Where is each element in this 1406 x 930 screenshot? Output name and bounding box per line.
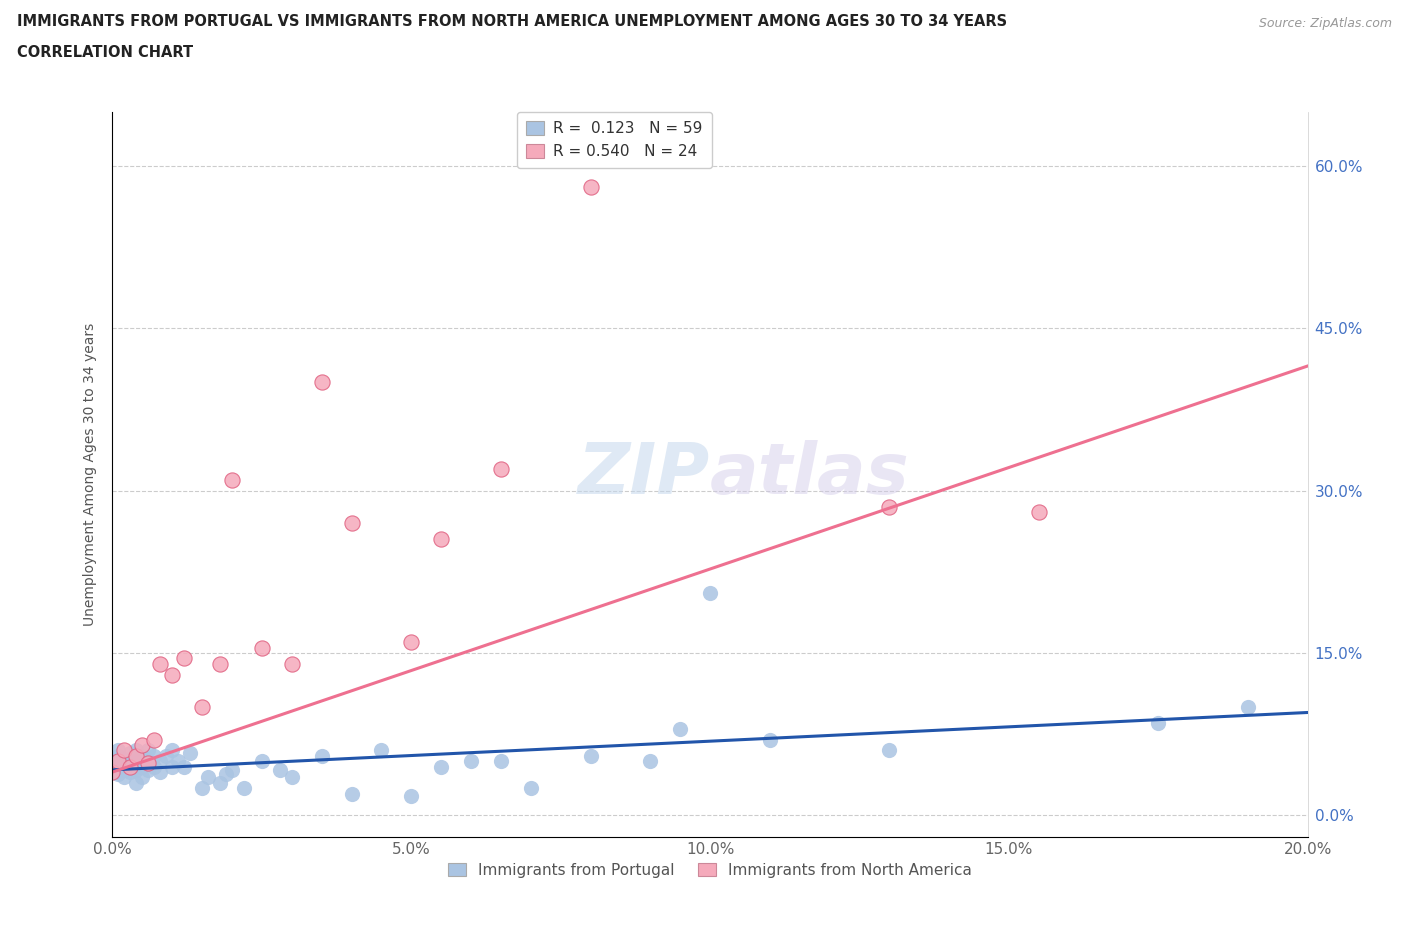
Point (167, 754, 190, 769)
Point (131, 770, 153, 785)
Point (107, 749, 129, 764)
Point (101, 764, 124, 779)
Point (191, 781, 214, 796)
Point (699, 586, 721, 601)
Point (162, 743, 183, 758)
Point (125, 763, 148, 777)
Point (162, 759, 183, 774)
Point (489, 461, 512, 476)
Point (114, 743, 135, 758)
Point (162, 667, 183, 682)
Point (120, 764, 142, 779)
Point (489, 754, 512, 769)
Point (1028, 505, 1050, 520)
Point (138, 763, 160, 777)
Point (149, 754, 172, 769)
Point (460, 754, 482, 769)
Point (131, 749, 153, 764)
Text: ZIP: ZIP (578, 440, 710, 509)
Point (1147, 716, 1170, 731)
Point (520, 781, 543, 796)
Point (149, 764, 172, 779)
Point (311, 375, 333, 390)
Point (401, 634, 423, 649)
Point (107, 743, 129, 758)
Point (107, 766, 129, 781)
Point (579, 179, 602, 194)
Point (430, 759, 453, 774)
Point (120, 759, 142, 774)
Point (879, 499, 901, 514)
Text: CORRELATION CHART: CORRELATION CHART (17, 45, 193, 60)
Point (197, 770, 219, 785)
Point (125, 776, 148, 790)
Point (250, 640, 273, 655)
Point (669, 722, 692, 737)
Point (101, 754, 124, 769)
Point (138, 756, 160, 771)
Point (281, 657, 304, 671)
Point (131, 756, 153, 771)
Point (125, 743, 148, 758)
Point (759, 732, 782, 747)
Point (340, 515, 363, 530)
Point (209, 657, 232, 671)
Point (114, 770, 135, 785)
Legend: Immigrants from Portugal, Immigrants from North America: Immigrants from Portugal, Immigrants fro… (441, 857, 979, 884)
Point (173, 759, 195, 774)
Point (233, 781, 256, 796)
Point (430, 532, 453, 547)
Point (179, 745, 201, 760)
Point (143, 732, 166, 747)
Y-axis label: Unemployment Among Ages 30 to 34 years: Unemployment Among Ages 30 to 34 years (83, 323, 97, 626)
Point (114, 751, 135, 766)
Point (311, 749, 333, 764)
Point (250, 754, 273, 769)
Point (340, 786, 363, 801)
Text: Source: ZipAtlas.com: Source: ZipAtlas.com (1258, 17, 1392, 30)
Point (215, 766, 238, 781)
Point (155, 749, 177, 764)
Text: IMMIGRANTS FROM PORTUGAL VS IMMIGRANTS FROM NORTH AMERICA UNEMPLOYMENT AMONG AGE: IMMIGRANTS FROM PORTUGAL VS IMMIGRANTS F… (17, 14, 1007, 29)
Point (101, 764, 124, 779)
Point (191, 699, 214, 714)
Point (879, 743, 901, 758)
Point (125, 749, 148, 764)
Point (579, 749, 602, 764)
Point (640, 754, 662, 769)
Point (401, 789, 423, 804)
Point (107, 759, 129, 774)
Point (107, 754, 129, 769)
Point (101, 759, 124, 774)
Point (370, 743, 392, 758)
Point (281, 770, 304, 785)
Text: atlas: atlas (710, 440, 910, 509)
Point (131, 759, 153, 774)
Point (138, 743, 160, 758)
Point (125, 754, 148, 769)
Point (143, 759, 166, 774)
Point (143, 749, 166, 764)
Point (120, 745, 142, 760)
Point (138, 754, 160, 769)
Point (114, 763, 135, 777)
Point (221, 472, 243, 487)
Point (1237, 699, 1260, 714)
Point (209, 776, 232, 790)
Point (221, 763, 243, 777)
Point (173, 651, 195, 666)
Point (149, 657, 172, 671)
Point (120, 756, 142, 771)
Point (269, 763, 291, 777)
Point (131, 737, 153, 752)
